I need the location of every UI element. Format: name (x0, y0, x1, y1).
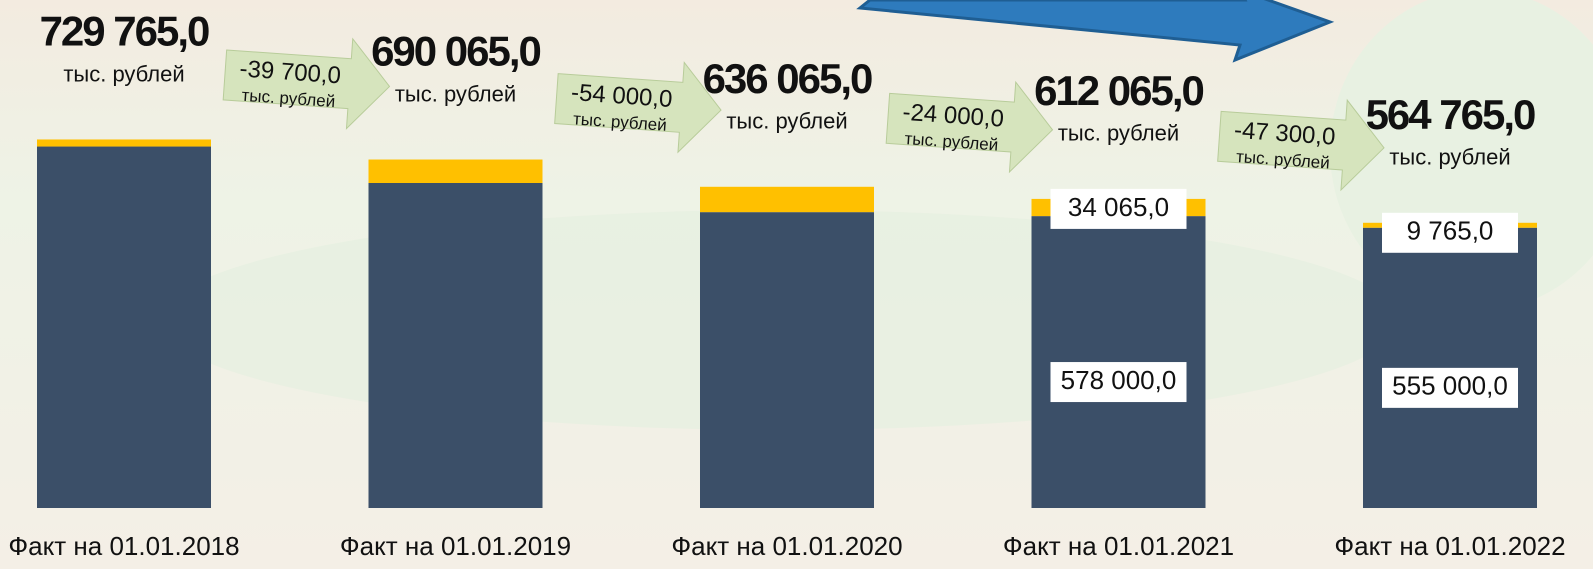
change-arrow-shape (222, 37, 391, 130)
x-tick-label: Факт на 01.01.2018 (8, 531, 239, 561)
x-tick-label: Факт на 01.01.2022 (1334, 531, 1565, 561)
total-label: 636 065,0 (703, 55, 872, 102)
data-label-box (1050, 362, 1187, 403)
x-tick-label: Факт на 01.01.2021 (1003, 531, 1234, 561)
data-label: 9 765,0 (1407, 216, 1494, 246)
data-label: 578 000,0 (1061, 365, 1177, 395)
change-arrow-shape (885, 80, 1054, 174)
trend-arrow (856, 0, 1335, 63)
data-label-box (1382, 367, 1518, 408)
unit-label: тыс. рублей (1389, 145, 1510, 170)
bar-segment (700, 212, 874, 508)
unit-label: тыс. рублей (1058, 121, 1179, 146)
bar-segment (368, 182, 543, 508)
total-label: 564 765,0 (1366, 91, 1535, 138)
change-arrow-shape (1217, 98, 1385, 192)
x-tick-label: Факт на 01.01.2020 (671, 531, 902, 561)
bar-segment (700, 186, 874, 213)
plot: 729 765,0 тыс. рублей Факт на 01.01.2018 69… (8, 8, 1565, 561)
bar-segment (37, 146, 211, 508)
change-arrow-shape (554, 61, 722, 154)
bar-segment (368, 159, 543, 183)
data-label-box (1382, 212, 1518, 253)
bar-segment (37, 139, 211, 147)
unit-label: тыс. рублей (726, 109, 847, 134)
data-label: 34 065,0 (1068, 192, 1169, 222)
unit-label: тыс. рублей (395, 81, 516, 106)
x-tick-label: Факт на 01.01.2019 (340, 531, 571, 561)
unit-label: тыс. рублей (63, 61, 184, 86)
data-label: 555 000,0 (1392, 371, 1508, 401)
data-label-box (1050, 188, 1187, 229)
total-label: 690 065,0 (371, 28, 540, 75)
total-label: 612 065,0 (1034, 67, 1203, 114)
total-label: 729 765,0 (40, 8, 209, 55)
